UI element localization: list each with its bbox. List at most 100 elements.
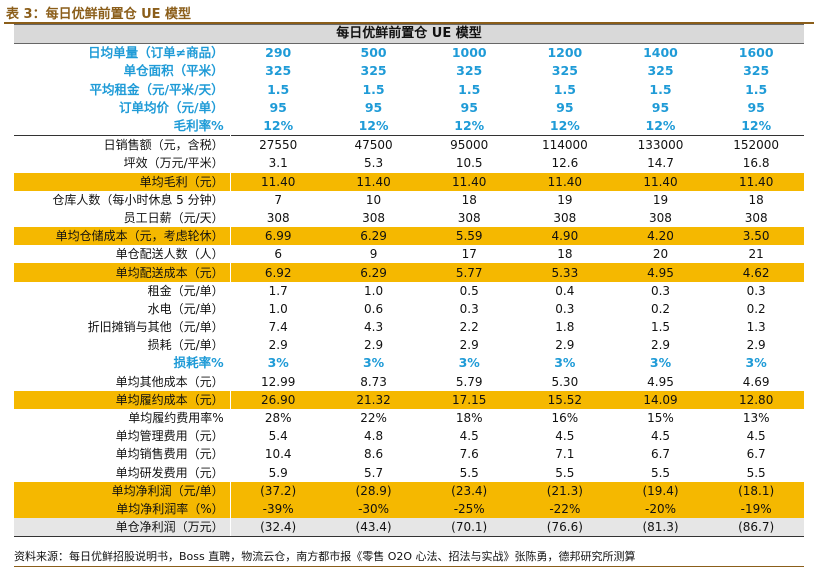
table-cell: (21.3) xyxy=(517,481,613,500)
table-cell: 6.7 xyxy=(746,447,766,462)
table-cell: 5.5 xyxy=(459,465,479,480)
table-cell: 0.3 xyxy=(555,301,575,316)
table-cell: 4.20 xyxy=(612,227,709,246)
table-cell: 4.62 xyxy=(708,263,804,282)
table-cell: 4.8 xyxy=(364,429,384,444)
table-cell: 9 xyxy=(369,247,378,262)
table-cell: 95 xyxy=(364,99,383,115)
table-cell: 1.5 xyxy=(553,81,576,97)
table-caption: 表 3：每日优鲜前置仓 UE 模型 xyxy=(6,7,192,22)
table-cell: 6 xyxy=(274,247,282,262)
table-cell: 8.6 xyxy=(364,447,384,462)
table-cell: (86.7) xyxy=(708,518,804,538)
table-cell: 0.3 xyxy=(746,283,766,298)
table-row: 订单均价（元/单） 95 95 95 95 95 95 xyxy=(14,98,804,117)
table-cell: 308 xyxy=(362,210,386,225)
table-cell: 4.5 xyxy=(459,429,479,444)
table-cell: 10.4 xyxy=(264,447,292,462)
row-label: 单均销售费用（元） xyxy=(14,445,231,464)
table-cell: 3% xyxy=(267,355,289,371)
table-cell: 325 xyxy=(551,63,578,79)
row-label: 损耗（元/单） xyxy=(14,336,231,355)
table-cell: 6.29 xyxy=(325,263,422,282)
row-label: 损耗率% xyxy=(14,354,231,373)
table-cell: 7.6 xyxy=(459,447,479,462)
table-cell: 5.5 xyxy=(746,465,766,480)
table-cell: 114000 xyxy=(517,135,613,155)
table-cell: 1.5 xyxy=(458,81,481,97)
table-cell: 21 xyxy=(748,247,764,262)
row-label: 日均单量（订单≠商品） xyxy=(14,43,231,63)
table-row: 租金（元/单） 1.7 1.0 0.5 0.4 0.3 0.3 xyxy=(14,281,804,300)
table-cell: 8.73 xyxy=(360,374,387,389)
table-cell: 95000 xyxy=(421,135,518,155)
table-cell: (81.3) xyxy=(612,518,709,538)
table-cell: 12% xyxy=(263,118,294,134)
table-cell: 18 xyxy=(748,192,764,207)
table-cell: (37.2) xyxy=(230,481,326,500)
table-cell: 3% xyxy=(745,355,767,371)
row-label: 单仓配送人数（人） xyxy=(14,245,231,264)
table-row: 单均履约成本（元） 26.90 21.32 17.15 15.52 14.09 12.80 xyxy=(14,390,804,409)
table-cell: -22% xyxy=(517,499,613,519)
table-cell: 4.5 xyxy=(746,429,766,444)
table-cell: 2.9 xyxy=(555,338,575,353)
table-cell: (70.1) xyxy=(421,518,518,538)
table-cell: 12.6 xyxy=(551,156,579,171)
table-row: 单仓净利润（万元） (32.4) (43.4) (70.1) (76.6) (81.3)(… xyxy=(14,518,804,538)
table-cell: (19.4) xyxy=(612,481,709,500)
source-note: 资料来源：每日优鲜招股说明书，Boss 直聘，物流云仓，南方都市报《零售 O2O… xyxy=(14,550,636,563)
table-cell: (43.4) xyxy=(325,518,422,538)
table-cell: 4.5 xyxy=(555,429,575,444)
table-row: 日销售额（元，含税） 27550 47500 95000 114000 133000 152… xyxy=(14,135,804,155)
table-cell: 308 xyxy=(266,210,290,225)
table-row: 单均配送成本（元） 6.92 6.29 5.77 5.33 4.95 4.62 xyxy=(14,263,804,282)
table-cell: 1.5 xyxy=(267,81,290,97)
table-row: 单仓配送人数（人） 6 9 17 18 20 21 xyxy=(14,245,804,264)
table-cell: 4.95 xyxy=(647,374,674,389)
table-cell: 5.9 xyxy=(268,465,288,480)
table-cell: 5.4 xyxy=(268,429,288,444)
table-row: 单均管理费用（元） 5.4 4.8 4.5 4.5 4.5 4.5 xyxy=(14,427,804,446)
table-cell: 308 xyxy=(649,210,672,225)
row-label: 单均履约成本（元） xyxy=(14,390,231,409)
table-cell: 95 xyxy=(556,99,574,115)
table-cell: 19 xyxy=(652,192,669,207)
table-cell: 1.8 xyxy=(555,320,575,335)
row-label: 平均租金（元/平米/天） xyxy=(14,80,231,99)
table-cell: 28% xyxy=(264,411,292,426)
table-cell: 6.99 xyxy=(230,227,326,246)
table-cell: 0.3 xyxy=(650,283,671,298)
table-cell: 325 xyxy=(456,63,483,79)
table-cell: 5.30 xyxy=(551,374,579,389)
table-cell: 325 xyxy=(647,63,674,79)
table-cell: 2.9 xyxy=(650,338,671,353)
table-row: 单均研发费用（元） 5.9 5.7 5.5 5.5 5.5 5.5 xyxy=(14,463,804,482)
row-label: 折旧摊销与其他（元/单） xyxy=(14,318,231,337)
row-label: 单均配送成本（元） xyxy=(14,263,231,282)
table-row: 日均单量（订单≠商品） 290 500 1000 1200 1400 1600 xyxy=(14,43,804,63)
row-label: 订单均价（元/单） xyxy=(14,98,231,117)
row-label: 坪效（万元/平米） xyxy=(14,154,231,173)
table-cell: (18.1) xyxy=(708,481,804,500)
table-cell: 11.40 xyxy=(517,172,613,191)
table-cell: 325 xyxy=(265,63,292,79)
row-label: 单仓面积（平米） xyxy=(14,62,231,81)
table-cell: 7 xyxy=(274,192,282,207)
table-cell: 6.92 xyxy=(230,263,326,282)
table-cell: 5.5 xyxy=(555,465,575,480)
table-cell: 5.59 xyxy=(421,227,518,246)
table-cell: 22% xyxy=(360,411,387,426)
row-label: 单均毛利（元） xyxy=(14,172,231,191)
table-cell: 1.7 xyxy=(268,283,288,298)
table-cell: 95 xyxy=(460,99,478,115)
row-label: 单均仓储成本（元，考虑轮休） xyxy=(14,227,231,246)
table-cell: 1600 xyxy=(738,45,774,61)
table-cell: 290 xyxy=(265,45,292,61)
table-cell: 15% xyxy=(647,411,674,426)
table-cell: 325 xyxy=(360,63,387,79)
table-cell: 1.5 xyxy=(745,81,768,97)
table-cell: 1000 xyxy=(451,45,487,61)
table-cell: 500 xyxy=(360,45,387,61)
table-cell: 17.15 xyxy=(421,390,518,409)
